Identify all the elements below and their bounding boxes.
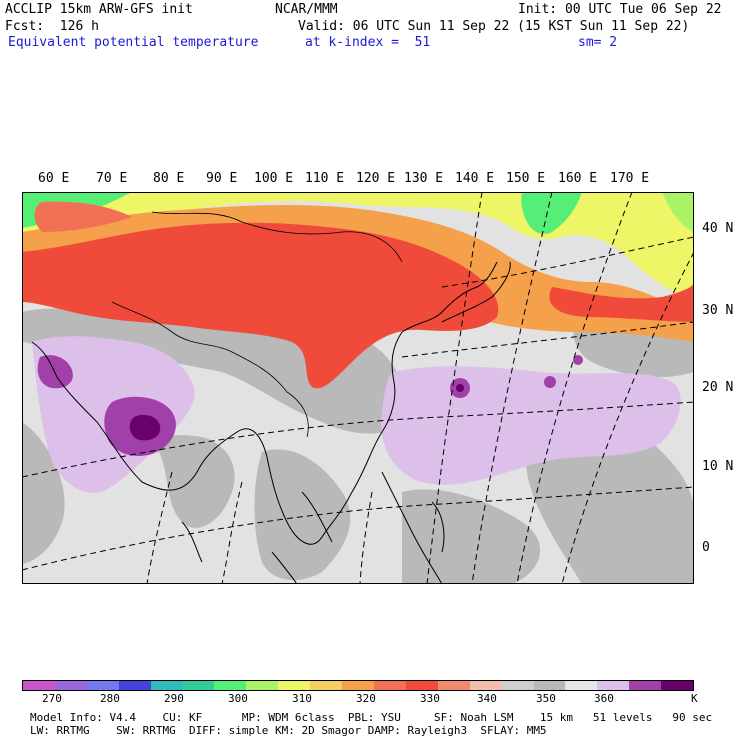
lat-label: 20 N: [702, 380, 734, 395]
lat-label: 0: [702, 540, 710, 555]
lon-label: 150 E: [506, 171, 546, 186]
lon-label: 120 E: [356, 171, 396, 186]
colorbar-label: 320: [356, 692, 376, 705]
organization-label: NCAR/MMM: [275, 2, 338, 17]
theta-e-map: [22, 192, 694, 584]
field-name: Equivalent potential temperature: [8, 35, 259, 50]
lat-label: 10 N: [702, 459, 734, 474]
lon-label: 60 E: [38, 171, 70, 186]
colorbar-unit: K: [691, 692, 698, 705]
colorbar-swatch: [214, 681, 247, 690]
borders: [111, 211, 403, 438]
lon-label: 90 E: [206, 171, 238, 186]
colorbar-swatch: [661, 681, 694, 690]
colorbar-swatch: [118, 681, 151, 690]
lon-label: 110 E: [305, 171, 345, 186]
colorbar-swatch: [54, 681, 87, 690]
colorbar-swatch: [629, 681, 662, 690]
colorbar-swatch: [246, 681, 279, 690]
colorbar-swatch: [533, 681, 566, 690]
lon-label: 140 E: [455, 171, 495, 186]
graticule: [22, 192, 694, 584]
lat-label: 30 N: [702, 303, 734, 318]
colorbar-swatch: [182, 681, 215, 690]
colorbar-label: 270: [42, 692, 62, 705]
k-index-label: at k-index = 51: [305, 35, 431, 50]
colorbar-label: 290: [164, 692, 184, 705]
lon-label: 170 E: [610, 171, 650, 186]
colorbar-swatch: [342, 681, 374, 690]
colorbar-label: 310: [292, 692, 312, 705]
lon-label: 80 E: [153, 171, 185, 186]
model-title: ACCLIP 15km ARW-GFS init: [5, 2, 193, 17]
lat-label: 40 N: [702, 221, 734, 236]
lon-label: 130 E: [404, 171, 444, 186]
colorbar-label: 360: [594, 692, 614, 705]
colorbar: [22, 680, 694, 691]
colorbar-swatch: [501, 681, 534, 690]
colorbar-label: 330: [420, 692, 440, 705]
smoothing-label: sm= 2: [578, 35, 618, 50]
colorbar-swatch: [405, 681, 438, 690]
forecast-hour: Fcst: 126 h: [5, 19, 99, 34]
colorbar-swatch: [373, 681, 406, 690]
colorbar-swatch: [150, 681, 183, 690]
physics-info-line: LW: RRTMG SW: RRTMG DIFF: simple KM: 2D …: [30, 724, 547, 737]
colorbar-label: 340: [477, 692, 497, 705]
model-info-line: Model Info: V4.4 CU: KF MP: WDM 6class P…: [30, 711, 713, 724]
lon-label: 160 E: [558, 171, 598, 186]
colorbar-swatch: [597, 681, 630, 690]
colorbar-swatch: [23, 681, 55, 690]
colorbar-swatch: [565, 681, 598, 690]
colorbar-swatch: [469, 681, 502, 690]
lon-label: 100 E: [254, 171, 294, 186]
colorbar-swatch: [310, 681, 343, 690]
lon-label: 70 E: [96, 171, 128, 186]
valid-time: Valid: 06 UTC Sun 11 Sep 22 (15 KST Sun …: [298, 19, 690, 34]
colorbar-swatch: [86, 681, 119, 690]
init-time: Init: 00 UTC Tue 06 Sep 22: [518, 2, 722, 17]
colorbar-swatch: [437, 681, 470, 690]
colorbar-label: 350: [536, 692, 556, 705]
coastlines: [31, 261, 511, 584]
colorbar-swatch: [278, 681, 311, 690]
colorbar-label: 300: [228, 692, 248, 705]
colorbar-label: 280: [100, 692, 120, 705]
